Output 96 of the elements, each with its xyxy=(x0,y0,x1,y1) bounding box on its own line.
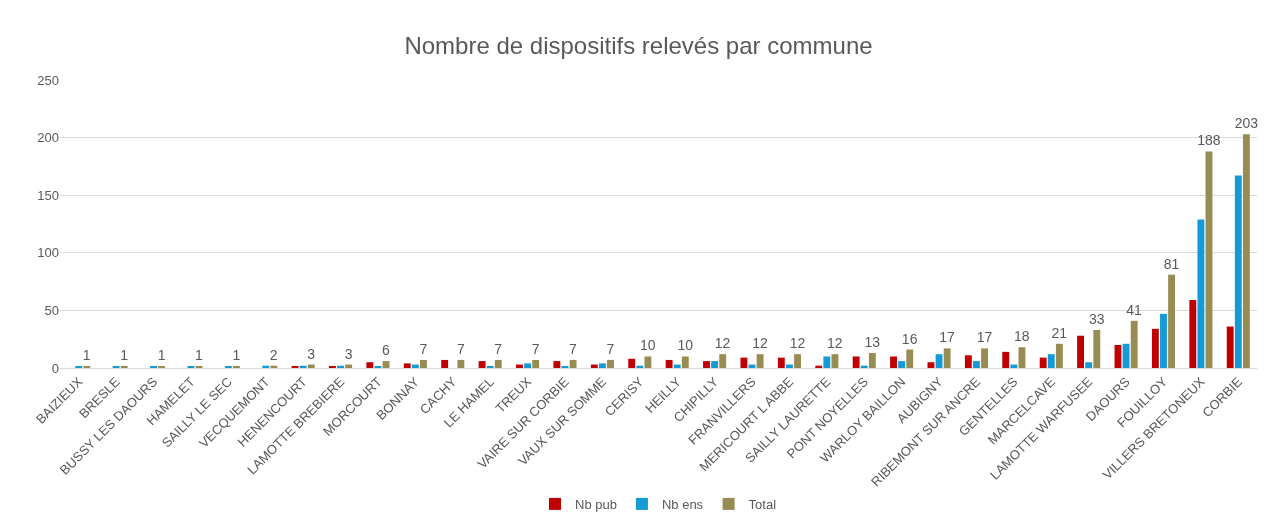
bar xyxy=(1197,219,1205,368)
data-label: 203 xyxy=(1234,115,1259,132)
data-label: 17 xyxy=(939,329,956,346)
data-label: 33 xyxy=(1088,310,1105,327)
bar xyxy=(1130,320,1138,368)
bar xyxy=(524,363,532,368)
data-label: 6 xyxy=(382,342,391,359)
bar xyxy=(1093,329,1101,368)
bar xyxy=(665,359,673,368)
legend-label: Nb pub xyxy=(575,496,617,512)
data-label: 7 xyxy=(494,340,503,357)
data-label: 1 xyxy=(157,347,166,363)
data-label: 12 xyxy=(827,335,843,352)
bar xyxy=(777,357,785,368)
bar xyxy=(569,359,577,368)
y-tick-label: 250 xyxy=(37,72,59,88)
data-label: 12 xyxy=(752,335,769,352)
data-label: 1 xyxy=(82,347,91,363)
bar xyxy=(756,354,764,368)
y-tick-label: 50 xyxy=(44,302,59,318)
bar xyxy=(403,363,411,368)
data-label: 3 xyxy=(307,345,316,362)
bar xyxy=(1151,328,1159,368)
data-label: 13 xyxy=(864,334,881,351)
bar xyxy=(644,356,652,368)
bar xyxy=(703,361,710,368)
y-tick-label: 0 xyxy=(51,360,59,376)
data-label: 1 xyxy=(195,347,204,363)
data-label: 7 xyxy=(531,340,540,357)
data-label: 3 xyxy=(344,345,353,362)
data-label: 7 xyxy=(606,340,615,357)
data-label: 12 xyxy=(789,335,806,352)
bar xyxy=(1085,362,1093,368)
data-label: 7 xyxy=(456,340,465,357)
data-label: 10 xyxy=(640,337,656,354)
bar xyxy=(906,349,914,368)
bar xyxy=(1122,343,1130,368)
data-label: 12 xyxy=(714,335,731,352)
data-label: 188 xyxy=(1197,132,1221,149)
bar xyxy=(711,361,719,368)
bar xyxy=(852,356,860,368)
bar xyxy=(1160,313,1167,368)
bar xyxy=(794,354,801,368)
bar xyxy=(898,361,906,368)
data-label: 10 xyxy=(677,337,694,354)
bar xyxy=(823,356,831,368)
bar xyxy=(868,353,876,368)
bar xyxy=(973,361,980,368)
data-label: 21 xyxy=(1051,324,1068,341)
bar xyxy=(598,363,606,368)
data-label: 1 xyxy=(232,347,241,363)
data-label: 2 xyxy=(269,346,278,363)
bar xyxy=(964,355,972,368)
data-label: 81 xyxy=(1163,255,1180,272)
legend-label: Total xyxy=(748,496,777,512)
bar xyxy=(681,356,689,368)
bar xyxy=(831,354,839,368)
bar xyxy=(890,356,897,368)
bar xyxy=(478,361,486,368)
bar xyxy=(532,359,540,368)
bar xyxy=(1039,357,1047,368)
bar xyxy=(927,362,935,368)
data-label: 18 xyxy=(1014,328,1030,345)
bar xyxy=(719,354,727,368)
y-tick-label: 100 xyxy=(37,245,59,261)
bar xyxy=(628,358,636,368)
bar xyxy=(1226,326,1234,368)
bar xyxy=(420,359,427,368)
y-tick-label: 200 xyxy=(37,130,59,146)
bar xyxy=(366,362,374,368)
bar xyxy=(943,348,951,368)
chart-title: Nombre de dispositifs relevés par commune xyxy=(404,31,873,59)
data-label: 17 xyxy=(976,329,993,346)
data-label: 1 xyxy=(120,347,129,363)
bar xyxy=(1168,274,1176,368)
bar xyxy=(441,359,449,368)
data-label: 41 xyxy=(1126,301,1143,318)
bar xyxy=(981,348,988,368)
bar xyxy=(457,359,465,368)
data-label: 7 xyxy=(569,340,578,357)
bar xyxy=(1234,175,1242,368)
bar xyxy=(740,357,748,368)
bar xyxy=(1189,300,1197,368)
bar xyxy=(1055,343,1063,368)
data-label: 16 xyxy=(901,330,918,347)
legend-label: Nb ens xyxy=(661,496,704,512)
bar xyxy=(553,361,561,368)
bar xyxy=(1002,351,1010,368)
bar xyxy=(382,361,390,368)
data-label: 7 xyxy=(419,340,428,357)
bar xyxy=(1077,335,1085,368)
bar xyxy=(494,359,502,368)
y-tick-label: 150 xyxy=(37,187,59,203)
bar xyxy=(607,359,614,368)
bar xyxy=(1047,354,1055,368)
bar xyxy=(1242,134,1250,368)
